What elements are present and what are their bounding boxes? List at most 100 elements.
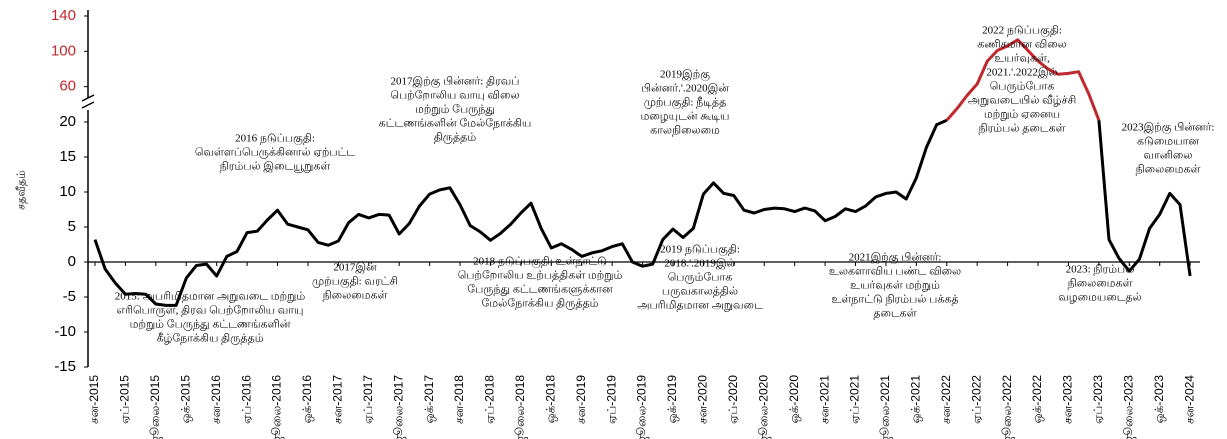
x-tick-label: ஏப்-2021 — [848, 375, 862, 424]
x-tick-label: சன-2024 — [1182, 375, 1196, 424]
annotation: காலநிலைமை — [650, 125, 720, 137]
annotation: உள்நாட்டு நிரம்பல் பக்கத் — [831, 294, 958, 306]
line-segment-upper — [945, 38, 1101, 122]
x-tick-label: சன-2020 — [696, 375, 710, 424]
annotation: பேருந்து கட்டணங்களுக்கான — [467, 284, 613, 297]
x-tick-label: சன-2018 — [452, 375, 466, 424]
annotation: முற்பகுதி: நீடித்த — [644, 97, 727, 111]
x-tick-label: ஜூலை-2020 — [756, 375, 771, 439]
x-tick-label: ஜூலை-2015 — [148, 375, 163, 439]
annotation: 2018.'.2019இல் — [664, 258, 735, 270]
x-tick-label: ஒக்-2022 — [1030, 375, 1044, 424]
annotation: 2021.'.2022இல் — [986, 67, 1057, 79]
x-tick-label: சன-2016 — [209, 375, 223, 424]
annotation: நிரம்பல் இடையூறுகள் — [220, 161, 331, 173]
annotation: நிலைமைகள் — [1136, 164, 1201, 176]
annotation: மற்றும் ஏனைய — [984, 109, 1060, 121]
annotation: திருத்தம் — [434, 132, 477, 144]
annotation: 2015: அபரிமிதமான அறுவடை மற்றும் — [115, 291, 306, 303]
annotation: கட்டணங்களின் மேல்நோக்கிய — [379, 118, 532, 130]
annotation: 2019இற்கு — [660, 69, 710, 83]
annotation: மற்றும் பேருந்து கட்டணங்களின் — [130, 319, 291, 331]
annotation: மழையுடன் கூடிய — [641, 111, 730, 123]
axis-break — [81, 94, 95, 109]
annotation: வானிலை — [1144, 150, 1193, 162]
x-tick-label: சன-2017 — [331, 375, 345, 424]
annotation: நிலைமைகள் — [323, 290, 388, 302]
annotation: மேல்நோக்கிய திருத்தம் — [481, 298, 598, 310]
annotation: கீழ்நோக்கிய திருத்தம் — [156, 333, 263, 345]
annotation: உலகளாவிய பண்ட விலை — [829, 266, 961, 278]
annotation: பெற்றோலிய வாயு விலை — [390, 90, 519, 102]
annotation: 2018 நடுப்பகுதி: உள்நாட்டு — [473, 256, 607, 270]
line-segment — [1097, 120, 1192, 277]
x-tick-label: சன-2021 — [817, 375, 831, 424]
x-tick-label: ஏப்-2022 — [969, 375, 983, 424]
x-tick-label: ஏப்-2020 — [726, 375, 740, 424]
x-tick-label: ஏப்-2017 — [361, 375, 375, 424]
y-tick-label: -15 — [54, 358, 76, 375]
y-tick-label: 15 — [59, 148, 76, 165]
annotation: 2019 நடுப்பகுதி: — [660, 244, 740, 258]
annotation: 2023: நிரம்பல் — [1066, 264, 1135, 276]
annotation: அறுவடையில் வீழ்ச்சி — [968, 95, 1076, 107]
x-tick-label: ஒக்-2019 — [665, 375, 679, 424]
y-tick-label: -5 — [63, 288, 76, 305]
x-tick-label: சன-2023 — [1061, 375, 1075, 424]
y-tick-label: 140 — [51, 7, 76, 24]
annotation: நிரம்பல் தடைகள் — [978, 123, 1065, 135]
annotation: உயர்வுகள், — [994, 53, 1050, 65]
x-tick-label: ஒக்-2021 — [909, 375, 923, 424]
annotation: அபரிமிதமான அறுவடை — [637, 300, 763, 312]
x-tick-label: ஜூலை-2018 — [513, 375, 528, 439]
x-tick-label: ஒக்-2015 — [178, 375, 192, 424]
y-tick-label: 20 — [59, 113, 76, 130]
x-tick-label: ஏப்-2018 — [483, 375, 497, 424]
annotation: 2021இற்கு பின்னர்: — [849, 252, 942, 266]
x-tick-label: சன-2022 — [939, 375, 953, 424]
annotation: எரிபொருள், திரவ பெற்றோலிய வாயு — [117, 305, 304, 317]
x-tick-label: ஏப்-2023 — [1091, 375, 1105, 424]
annotation: பின்னர்.'.2020இன் — [641, 83, 729, 95]
annotation: நிலைமைகள் — [1068, 278, 1133, 290]
annotation: மற்றும் பேருந்து — [415, 104, 495, 116]
y-tick-label: -10 — [54, 323, 76, 340]
annotation: 2016 நடுப்பகுதி: — [235, 133, 315, 147]
annotation: பெற்றோலிய உற்பத்திகள் மற்றும் — [458, 270, 623, 282]
annotation: 2017இன் — [333, 262, 377, 274]
x-tick-label: ஏப்-2019 — [604, 375, 618, 424]
annotation: 2023இற்கு பின்னர்: — [1122, 122, 1215, 136]
x-tick-label: ஏப்-2016 — [239, 375, 253, 424]
annotation: 2022 நடுப்பகுதி: — [982, 25, 1062, 39]
annotation: உயர்வுகள் மற்றும் — [850, 280, 940, 292]
y-tick-label: 100 — [51, 42, 76, 59]
x-tick-label: ஜூலை-2016 — [270, 375, 285, 439]
annotation: பெரும்போக — [990, 81, 1055, 93]
annotation: வழமையடைதல் — [1058, 292, 1142, 304]
annotation: கடுமையான — [1137, 136, 1199, 148]
y-axis-label: சதவீதம் — [16, 170, 28, 210]
x-tick-label: சன-2019 — [574, 375, 588, 424]
x-tick-label: சன-2015 — [87, 375, 101, 424]
annotation: 2017இற்கு பின்னர்: திரவப் — [391, 76, 520, 90]
x-tick-label: ஜூலை-2017 — [391, 375, 406, 439]
x-tick-label: ஒக்-2020 — [787, 375, 801, 424]
x-tick-label: ஒக்-2018 — [543, 375, 557, 424]
y-tick-label: 10 — [59, 183, 76, 200]
x-tick-label: ஜூலை-2021 — [878, 375, 893, 439]
line-segment — [93, 118, 948, 307]
annotation: பெரும்போக — [668, 272, 733, 284]
y-tick-label: 5 — [68, 218, 76, 235]
annotation: கணிசமான விலை — [977, 39, 1067, 51]
annotation: வெள்ளப்பெருக்கினால் ஏற்பட்ட — [195, 147, 355, 159]
y-tick-label: 0 — [68, 253, 76, 270]
x-tick-label: ஜூலை-2022 — [1000, 375, 1015, 439]
x-tick-label: ஏப்-2015 — [118, 375, 132, 424]
annotation: பருவகாலத்தில் — [662, 286, 738, 298]
x-tick-label: ஒக்-2023 — [1152, 375, 1166, 424]
annotation: தடைகள் — [873, 308, 916, 320]
x-tick-label: ஒக்-2016 — [300, 375, 314, 424]
x-tick-label: ஜூலை-2023 — [1121, 375, 1136, 439]
y-tick-label: 60 — [59, 78, 76, 95]
